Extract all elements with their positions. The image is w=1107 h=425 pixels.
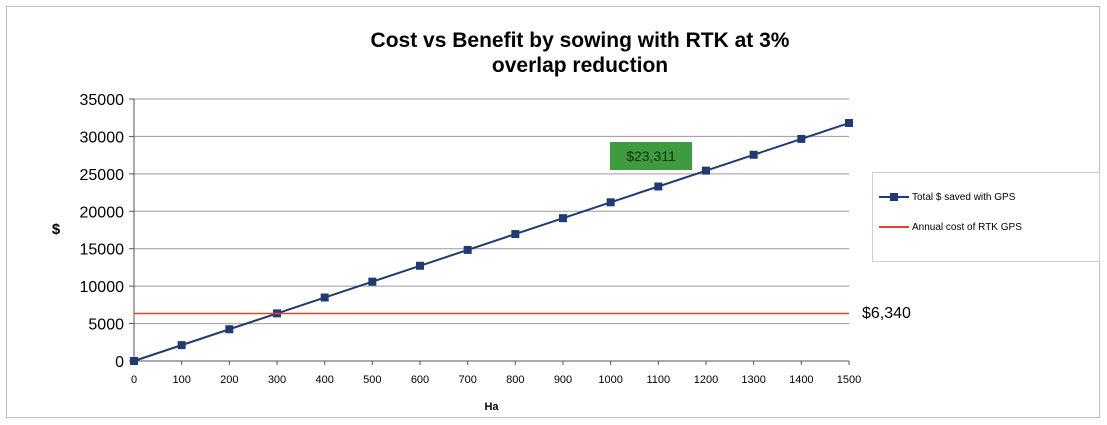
x-tick-label: 100 [172, 374, 190, 386]
x-tick-label: 300 [268, 374, 286, 386]
data-point-savings [321, 294, 329, 302]
y-axis-label: $ [52, 221, 61, 238]
data-point-savings [559, 214, 567, 222]
value-callout: $23,311 [610, 142, 692, 170]
legend-item-cost: Annual cost of RTK GPS [879, 219, 1022, 235]
y-tick-label: 20000 [80, 204, 125, 221]
y-tick-label: 30000 [80, 129, 125, 146]
data-point-savings [511, 230, 519, 238]
data-point-savings [464, 246, 472, 254]
legend-swatch-savings [879, 191, 909, 203]
x-tick-label: 1400 [789, 374, 813, 386]
x-tick-label: 600 [411, 374, 429, 386]
y-tick-label: 0 [115, 354, 124, 371]
x-axis-label: Ha [484, 401, 499, 413]
data-point-savings [702, 167, 710, 175]
y-tick-label: 35000 [80, 92, 125, 109]
chart-legend: Total $ saved with GPS Annual cost of RT… [872, 172, 1100, 262]
x-tick-label: 400 [315, 374, 333, 386]
data-point-savings [797, 135, 805, 143]
legend-swatch-cost [879, 221, 909, 233]
data-point-savings [368, 278, 376, 286]
x-tick-label: 1200 [694, 374, 718, 386]
x-tick-label: 900 [554, 374, 572, 386]
data-point-savings [416, 262, 424, 270]
x-tick-label: 800 [506, 374, 524, 386]
cost-line-label: $6,340 [862, 305, 911, 323]
x-tick-label: 0 [131, 374, 137, 386]
data-point-savings [130, 357, 138, 365]
data-point-savings [750, 151, 758, 159]
legend-label-savings: Total $ saved with GPS [912, 192, 1015, 203]
x-tick-label: 700 [458, 374, 476, 386]
legend-label-cost: Annual cost of RTK GPS [912, 222, 1022, 233]
x-tick-label: 500 [363, 374, 381, 386]
data-point-savings [607, 198, 615, 206]
y-tick-label: 15000 [80, 242, 125, 259]
series-line-savings [134, 123, 849, 361]
x-tick-label: 1500 [837, 374, 861, 386]
data-point-savings [225, 325, 233, 333]
legend-item-savings: Total $ saved with GPS [879, 189, 1015, 205]
x-tick-label: 1100 [647, 374, 671, 386]
x-tick-label: 200 [220, 374, 238, 386]
data-point-savings [178, 341, 186, 349]
data-point-savings [845, 119, 853, 127]
y-tick-label: 10000 [80, 279, 125, 296]
y-tick-label: 25000 [80, 167, 125, 184]
x-tick-label: 1000 [598, 374, 622, 386]
data-point-savings [654, 183, 662, 191]
x-tick-label: 1300 [741, 374, 765, 386]
y-tick-label: 5000 [88, 317, 124, 334]
